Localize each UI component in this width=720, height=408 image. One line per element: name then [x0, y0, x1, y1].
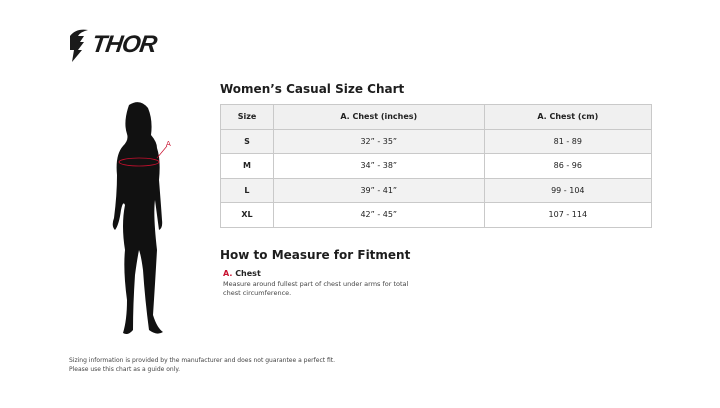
size-cell: L: [220, 177, 274, 203]
table-row: L 39” - 41” 99 - 104: [220, 177, 653, 203]
header-cell: A. Chest (cm): [483, 104, 653, 130]
header-cell: A. Chest (inches): [272, 104, 485, 130]
table-row: S 32” - 35” 81 - 89: [220, 128, 653, 154]
page-title: Women’s Casual Size Chart: [220, 82, 405, 96]
thor-logo: THOR: [68, 28, 158, 62]
disclaimer-line: Please use this chart as a guide only.: [69, 365, 180, 373]
chest-marker: A: [166, 140, 171, 148]
chest-cm-cell: 107 - 114: [483, 202, 653, 228]
measure-letter: A.: [223, 269, 233, 278]
chest-measure-line: [118, 157, 160, 167]
measure-item-label: A. Chest: [223, 269, 261, 278]
chest-inches-cell: 42” - 45”: [272, 202, 485, 228]
chest-cm-cell: 99 - 104: [483, 177, 653, 203]
chest-cm-cell: 86 - 96: [483, 153, 653, 179]
size-table: Size A. Chest (inches) A. Chest (cm) S 3…: [220, 104, 653, 228]
header-cell: Size: [220, 104, 274, 130]
helmet-icon: [70, 29, 88, 62]
size-cell: XL: [220, 202, 274, 228]
chest-cm-cell: 81 - 89: [483, 128, 653, 154]
logo-text: THOR: [90, 31, 158, 58]
table-header: Size A. Chest (inches) A. Chest (cm): [220, 104, 653, 130]
chest-inches-cell: 39” - 41”: [272, 177, 485, 203]
table-row: M 34” - 38” 86 - 96: [220, 153, 653, 179]
chest-inches-cell: 34” - 38”: [272, 153, 485, 179]
measure-heading: How to Measure for Fitment: [220, 248, 411, 262]
measure-description: Measure around fullest part of chest und…: [223, 280, 409, 297]
chest-inches-cell: 32” - 35”: [272, 128, 485, 154]
disclaimer: Sizing information is provided by the ma…: [69, 357, 335, 374]
table-row: XL 42” - 45” 107 - 114: [220, 202, 653, 228]
measure-name: Chest: [235, 269, 261, 278]
disclaimer-line: Sizing information is provided by the ma…: [69, 357, 336, 364]
size-cell: M: [220, 153, 274, 179]
woman-silhouette: A: [112, 102, 171, 334]
size-cell: S: [220, 128, 274, 154]
